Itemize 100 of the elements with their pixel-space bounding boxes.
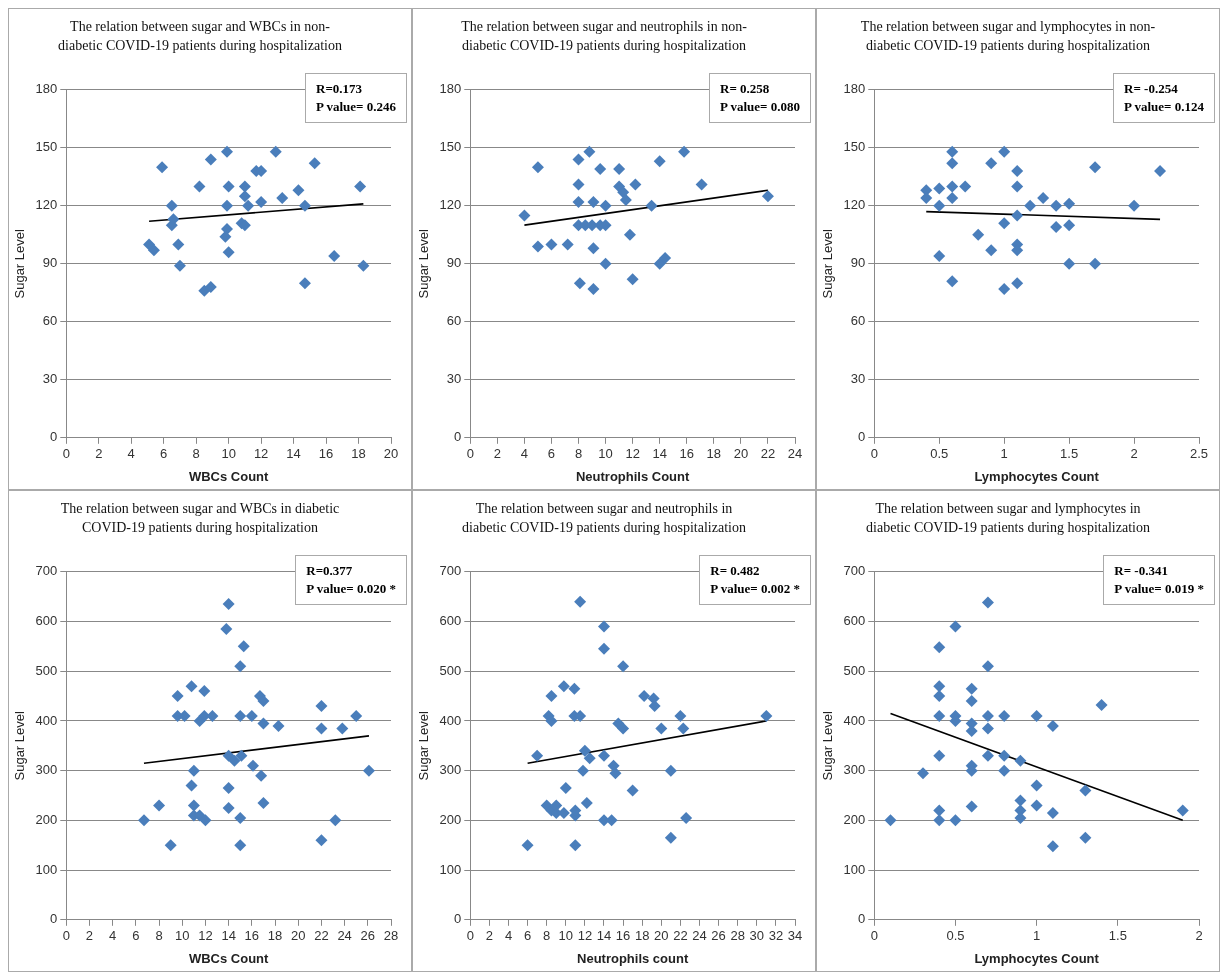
point	[574, 595, 587, 608]
y-tick-label: 400	[843, 712, 866, 728]
point	[946, 157, 959, 170]
point	[617, 722, 630, 735]
x-tick-label: 24	[337, 928, 352, 944]
point	[315, 722, 328, 735]
y-tick-label: 120	[439, 197, 462, 213]
point	[255, 195, 268, 208]
point	[933, 804, 946, 817]
point	[204, 281, 217, 293]
point	[617, 660, 630, 673]
x-axis-title: WBCs Count	[188, 468, 270, 484]
point	[238, 180, 251, 193]
x-tick-label: 14	[221, 928, 236, 944]
x-tick-label: 22	[314, 928, 329, 944]
point	[587, 195, 600, 208]
x-tick-label: 1	[1000, 446, 1008, 462]
point	[350, 709, 363, 722]
annotation: P value= 0.124	[1124, 98, 1204, 116]
y-tick-label: 0	[858, 429, 866, 445]
x-tick-label: 0	[62, 928, 70, 944]
y-tick-label: 300	[843, 762, 866, 778]
point	[572, 178, 585, 191]
point	[933, 680, 946, 693]
point	[228, 754, 241, 767]
point	[998, 764, 1011, 777]
x-tick-label: 0	[870, 928, 878, 944]
x-tick-label: 22	[673, 928, 688, 944]
point	[257, 796, 270, 809]
annotation: P value= 0.080	[720, 98, 800, 116]
point	[238, 190, 251, 203]
point	[1024, 199, 1037, 212]
y-tick-label: 700	[439, 563, 462, 579]
point	[545, 238, 558, 251]
point	[597, 749, 610, 762]
x-tick-label: 4	[127, 446, 135, 462]
x-tick-label: 14	[652, 446, 667, 462]
y-tick-label: 600	[439, 613, 462, 629]
point	[965, 800, 978, 813]
point	[557, 680, 570, 693]
point	[933, 709, 946, 722]
y-tick-label: 60	[446, 313, 462, 329]
point	[298, 277, 311, 290]
y-axis-title: Sugar Level	[416, 229, 432, 299]
point	[257, 717, 270, 730]
point	[308, 157, 321, 170]
point	[1089, 161, 1102, 174]
y-axis-title: Sugar Level	[12, 711, 28, 781]
y-tick-label: 90	[42, 255, 58, 271]
point	[257, 695, 270, 708]
point	[1014, 794, 1027, 807]
point	[761, 190, 774, 203]
point	[1050, 221, 1063, 234]
y-axis-title: Sugar Level	[820, 711, 836, 781]
point	[573, 277, 586, 290]
chart-title: The relation between sugar and WBCs in non-diabetic COVID-19 patients during hospitalization	[57, 18, 343, 55]
x-tick-label: 10	[221, 446, 236, 462]
y-tick-label: 0	[50, 429, 58, 445]
point	[518, 209, 531, 222]
x-tick-label: 28	[730, 928, 745, 944]
x-tick-label: 6	[132, 928, 140, 944]
y-tick-label: 400	[35, 712, 58, 728]
x-tick-label: 0	[870, 446, 878, 462]
point	[221, 145, 234, 158]
x-tick-label: 18	[267, 928, 283, 944]
x-tick-label: 20	[290, 928, 306, 944]
x-tick-label: 16	[244, 928, 260, 944]
chart-title: The relation between sugar and neutrophils in non-diabetic COVID-19 patients during hospitalization	[460, 18, 748, 55]
point	[153, 799, 166, 812]
point	[172, 238, 185, 251]
point	[222, 801, 235, 814]
point	[315, 700, 328, 713]
point	[137, 814, 150, 827]
chart-title: The relation between sugar and lymphocytes in non-diabetic COVID-19 patients during hospitalization	[859, 18, 1157, 55]
point	[664, 831, 677, 844]
x-tick-label: 2.5	[1189, 446, 1209, 462]
point	[531, 240, 544, 253]
x-tick-label: 12	[577, 928, 593, 944]
point	[234, 811, 247, 824]
point	[680, 811, 693, 824]
x-tick-label: 20	[383, 446, 399, 462]
x-tick-label: 2	[1130, 446, 1138, 462]
point	[583, 752, 596, 765]
point	[242, 199, 255, 212]
point	[626, 784, 639, 797]
y-tick-label: 600	[35, 613, 58, 629]
point	[269, 145, 282, 158]
x-tick-label: 24	[787, 446, 803, 462]
point	[165, 199, 178, 212]
x-tick-label: 18	[706, 446, 722, 462]
x-tick-label: 4	[504, 928, 513, 944]
point	[336, 722, 349, 735]
chart-title: The relation between sugar and neutrophils in diabetic COVID-19 patients during hospitalization	[461, 500, 747, 537]
point	[1128, 199, 1141, 212]
y-tick-label: 30	[446, 371, 462, 387]
point	[272, 719, 285, 732]
point	[599, 257, 612, 270]
x-tick-label: 6	[160, 446, 168, 462]
point	[933, 250, 946, 263]
point	[1154, 165, 1167, 177]
